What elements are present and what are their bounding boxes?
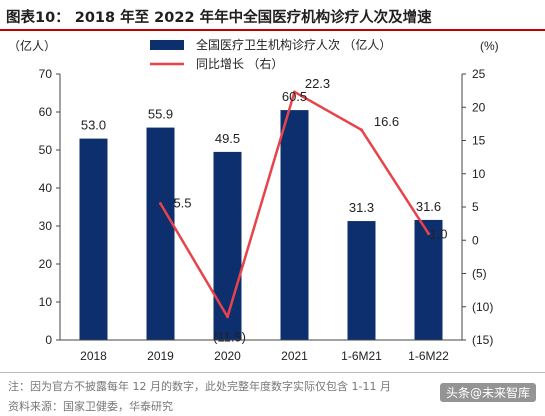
left-tick-label: 30: [39, 219, 53, 233]
right-tick-label: 15: [472, 134, 486, 148]
growth-value-label: 22.3: [305, 76, 330, 91]
right-tick-label: 0: [472, 233, 479, 247]
right-tick-label: 5: [472, 200, 479, 214]
line-point: [226, 315, 229, 319]
right-tick-label: (5): [472, 267, 487, 281]
left-tick-label: 10: [39, 295, 53, 309]
bar-value-label: 49.5: [215, 131, 240, 146]
left-tick-label: 20: [39, 257, 53, 271]
right-tick-label: 10: [472, 167, 486, 181]
legend-line-label: 同比增长 （右）: [196, 56, 283, 71]
line-point: [159, 202, 162, 206]
bar: [347, 221, 376, 340]
bar: [79, 138, 108, 340]
right-tick-label: (15): [472, 333, 493, 347]
left-tick-label: 60: [39, 105, 53, 119]
line-point: [293, 90, 296, 94]
x-tick-label: 1-6M22: [408, 349, 449, 363]
bar-value-label: 31.6: [416, 199, 441, 214]
left-axis: 0 10 20 30 40 50 60 70 （亿人）: [8, 38, 61, 347]
x-tick-label: 2018: [80, 349, 107, 363]
bar: [414, 219, 443, 340]
line-series: [159, 90, 430, 319]
left-axis-unit: （亿人）: [8, 38, 56, 53]
legend-bar-label: 全国医疗卫生机构诊疗人次 （亿人）: [196, 37, 391, 52]
growth-value-label: 16.6: [374, 114, 399, 129]
bar: [280, 110, 309, 340]
left-tick-label: 70: [39, 67, 53, 81]
bar: [146, 127, 175, 340]
right-tick-label: (10): [472, 300, 493, 314]
source-note: 资料来源：国家卫健委，华泰研究: [8, 400, 173, 413]
right-axis: (15) (10) (5) 0 5 10 15 20 25 (%): [461, 39, 499, 347]
title-divider: [0, 29, 545, 31]
bar-value-label: 31.3: [349, 200, 374, 215]
left-tick-label: 40: [39, 181, 53, 195]
right-tick-label: 25: [472, 67, 486, 81]
title-bar: 图表10： 2018 年至 2022 年年中全国医疗机构诊疗人次及增速: [0, 0, 545, 31]
line-point: [360, 128, 363, 132]
bar: [213, 151, 242, 340]
x-tick-label: 2020: [214, 349, 241, 363]
watermark: 头条@未来智库: [440, 383, 537, 402]
bar-value-label: 53.0: [81, 118, 106, 133]
legend: 全国医疗卫生机构诊疗人次 （亿人） 同比增长 （右）: [150, 37, 391, 71]
left-tick-label: 0: [45, 333, 52, 347]
bar-value-label: 55.9: [148, 107, 173, 122]
legend-bar-swatch: [150, 40, 184, 50]
x-axis: 2018 2019 2020 2021 1-6M21 1-6M22: [60, 339, 462, 363]
growth-value-label: (11.5): [213, 330, 246, 345]
chart-title: 图表10： 2018 年至 2022 年年中全国医疗机构诊疗人次及增速: [6, 10, 432, 26]
footer-divider: [0, 372, 545, 373]
growth-value-label: 5.5: [173, 196, 191, 211]
footnote: 注：因为官方不披露每年 12 月的数字，此处完整年度数字实际仅包含 1-11 月: [8, 380, 391, 393]
bar-series: [79, 110, 443, 340]
line-point: [427, 232, 430, 236]
left-tick-label: 50: [39, 143, 53, 157]
x-tick-label: 2021: [281, 349, 308, 363]
bar-value-label: 60.5: [282, 89, 307, 104]
data-labels: 53.0 55.9 49.5 60.5 31.3 31.6 5.5 (11.5) 22.3 16.…: [81, 76, 448, 345]
growth-value-label: 1.0: [429, 227, 447, 242]
x-tick-label: 2019: [147, 349, 174, 363]
x-tick-label: 1-6M21: [341, 349, 382, 363]
right-tick-label: 20: [472, 100, 486, 114]
right-axis-unit: (%): [480, 39, 499, 53]
